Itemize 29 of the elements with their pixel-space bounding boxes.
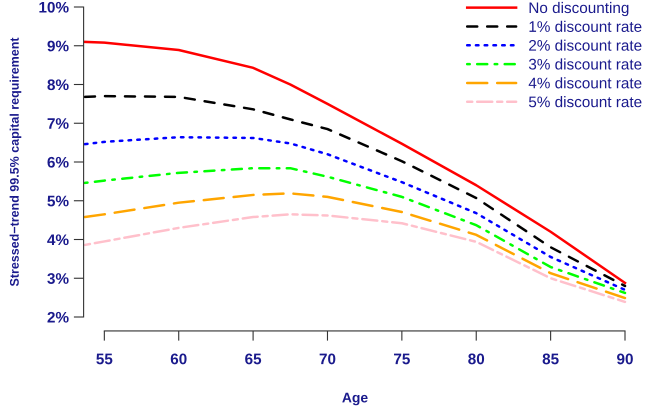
y-tick-label: 6% <box>48 156 69 168</box>
line-series <box>84 136 626 292</box>
line-series <box>84 166 626 294</box>
y-tick-label: 9% <box>47 40 69 52</box>
x-tick-label: 60 <box>170 354 187 364</box>
line-series <box>84 213 626 304</box>
legend-label: 2% discount rate <box>529 40 642 51</box>
line-series <box>84 192 626 300</box>
legend-label: No discounting <box>530 2 628 16</box>
y-axis-title: Stressed−trend 99.5% capital requirement <box>10 38 22 286</box>
legend-label: 4% discount rate <box>528 77 642 88</box>
y-tick-label: 2% <box>47 312 69 323</box>
y-tick-label: 10% <box>39 2 69 13</box>
x-tick-label: 85 <box>542 354 559 364</box>
x-tick-label: 65 <box>245 354 262 364</box>
legend-label: 1% discount rate <box>529 20 642 32</box>
legend-label: 3% discount rate <box>528 58 642 70</box>
x-tick-label: 75 <box>394 354 410 364</box>
y-tick-label: 8% <box>47 79 69 90</box>
x-tick-label: 70 <box>320 354 336 364</box>
x-tick-label: 90 <box>617 354 633 364</box>
x-axis-title: Age <box>342 392 368 406</box>
x-tick-label: 80 <box>468 354 484 364</box>
y-tick-label: 7% <box>48 118 69 129</box>
x-tick-label: 55 <box>96 354 112 364</box>
y-tick-label: 3% <box>47 273 69 284</box>
y-tick-label: 4% <box>47 234 69 246</box>
legend-label: 5% discount rate <box>528 96 642 108</box>
y-tick-label: 5% <box>47 196 69 206</box>
